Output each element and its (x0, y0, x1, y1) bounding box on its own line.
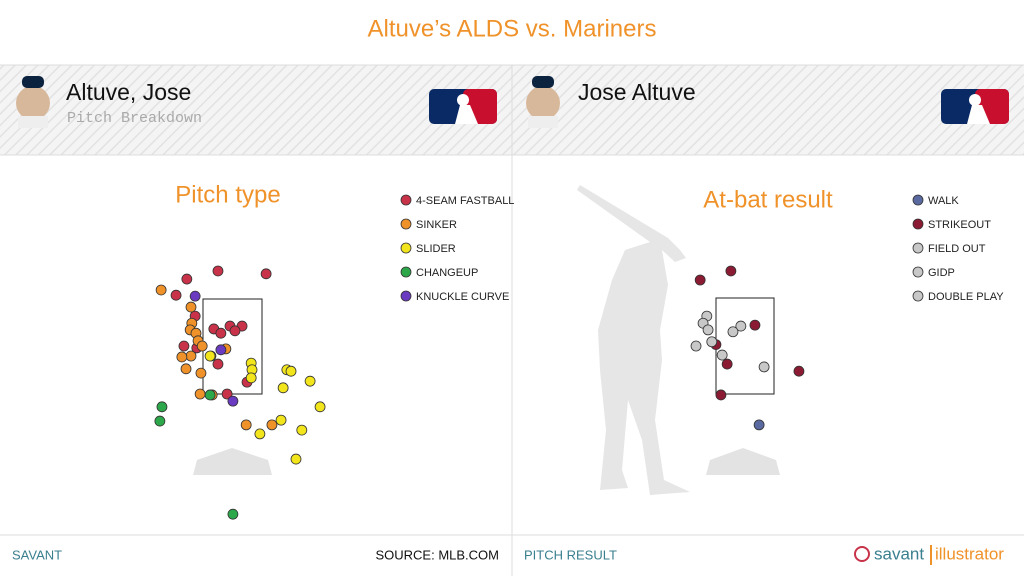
pitch-dot (716, 349, 728, 361)
pitch-dot (185, 301, 197, 313)
pitch-dot (721, 358, 733, 370)
pitch-dot (735, 320, 747, 332)
pitch-dot (715, 389, 727, 401)
pitch-dot (254, 428, 266, 440)
pitch-dot (195, 367, 207, 379)
legend-swatch (912, 218, 924, 230)
pitch-dot (215, 327, 227, 339)
pitch-dot (154, 415, 166, 427)
legend-label: DOUBLE PLAY (928, 291, 1004, 303)
legend-label: CHANGEUP (416, 267, 478, 279)
home-plate (193, 448, 272, 475)
legend-swatch (400, 290, 412, 302)
legend-swatch (400, 266, 412, 278)
source: SOURCE: MLB.COM (375, 547, 499, 562)
pitch-dot (277, 382, 289, 394)
page-title: Altuve’s ALDS vs. Mariners (368, 15, 657, 42)
legend-swatch (912, 194, 924, 206)
pitch-dot (212, 265, 224, 277)
pitch-dot (155, 284, 167, 296)
pitch-dot (221, 388, 233, 400)
pitch-dot (702, 324, 714, 336)
pitch-dot (194, 388, 206, 400)
pitch-dot (180, 363, 192, 375)
footer-label: PITCH RESULT (524, 547, 617, 562)
legend-swatch (912, 290, 924, 302)
player-subtitle: Pitch Breakdown (67, 110, 202, 127)
chart-title: At-bat result (703, 186, 833, 213)
pitch-dot (245, 372, 257, 384)
pitch-dot (215, 344, 227, 356)
legend-label: GIDP (928, 267, 955, 279)
pitch-dot (240, 419, 252, 431)
pitch-dot (749, 319, 761, 331)
pitch-dot (275, 414, 287, 426)
pitch-dot (212, 358, 224, 370)
legend-label: WALK (928, 195, 959, 207)
legend-swatch (912, 266, 924, 278)
pitch-dot (285, 365, 297, 377)
legend-label: FIELD OUT (928, 243, 986, 255)
batter-silhouette (577, 185, 690, 495)
pitch-dot (725, 265, 737, 277)
home-plate (706, 448, 780, 475)
pitch-dot (185, 350, 197, 362)
legend-label: KNUCKLE CURVE (416, 291, 509, 303)
pitch-dot (758, 361, 770, 373)
brand: illustrator (935, 544, 1004, 563)
pitch-dot (706, 336, 718, 348)
pitch-dot (227, 395, 239, 407)
plots: Pitch type 4-SEAM FASTBALL SINKER SLIDER CHA… (154, 181, 1004, 520)
legend-label: 4-SEAM FASTBALL (416, 195, 514, 207)
pitch-dot (178, 340, 190, 352)
mlb-logo (429, 89, 497, 124)
pitch-dot (204, 350, 216, 362)
pitch-dot (156, 401, 168, 413)
legend-swatch (912, 242, 924, 254)
pitch-dot (266, 419, 278, 431)
pitch-dot (196, 340, 208, 352)
pitch-dot (176, 351, 188, 363)
player-name: Altuve, Jose (66, 79, 191, 105)
pitch-dot (290, 453, 302, 465)
player-photo (526, 76, 560, 128)
legend-swatch (400, 194, 412, 206)
pitch-dot (304, 375, 316, 387)
legend-swatch (400, 218, 412, 230)
pitch-dot (229, 325, 241, 337)
pitch-dot (260, 268, 272, 280)
pitch-dot (227, 508, 239, 520)
pitch-dot (694, 274, 706, 286)
pitch-dot (690, 340, 702, 352)
pitch-dot (170, 289, 182, 301)
pitch-dot (204, 389, 216, 401)
player-photo (16, 76, 50, 128)
pitch-dot (296, 424, 308, 436)
pitch-dot (189, 290, 201, 302)
pitch-dot (727, 326, 739, 338)
pitch-dot (793, 365, 805, 377)
legend-label: STRIKEOUT (928, 219, 991, 231)
chart-title: Pitch type (175, 181, 280, 208)
pitch-dot (181, 273, 193, 285)
legend-label: SINKER (416, 219, 457, 231)
legend-label: SLIDER (416, 243, 456, 255)
pitch-dot (314, 401, 326, 413)
brand-icon (854, 546, 870, 562)
footer-label: SAVANT (12, 547, 62, 562)
player-name: Jose Altuve (578, 79, 696, 105)
mlb-logo (941, 89, 1009, 124)
brand: savant (874, 544, 924, 563)
legend-swatch (400, 242, 412, 254)
pitch-dot (753, 419, 765, 431)
